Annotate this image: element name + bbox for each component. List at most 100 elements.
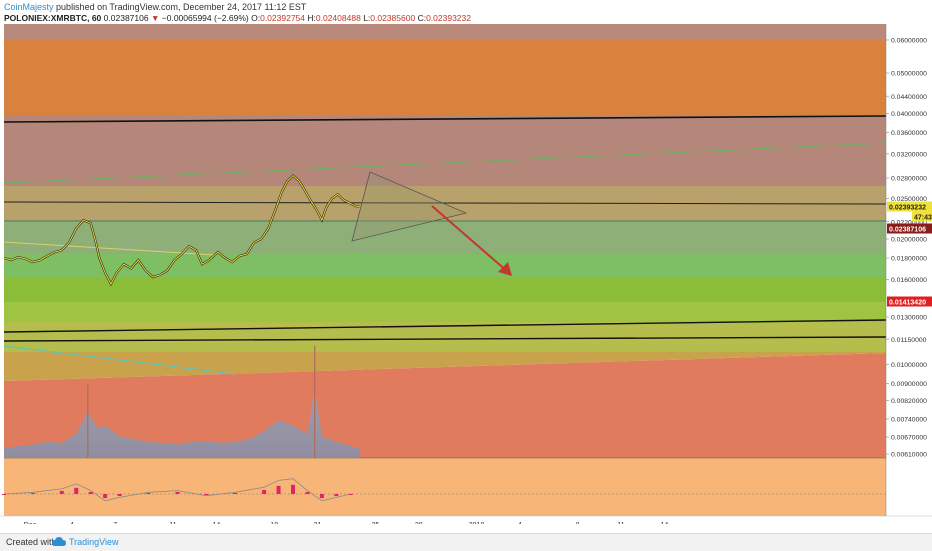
zone-green-light xyxy=(4,254,886,278)
oscillator-bar xyxy=(2,494,6,495)
oscillator-bar xyxy=(276,485,281,494)
price-tag-box xyxy=(887,296,932,307)
zone-orange-upper xyxy=(4,40,886,116)
time-axis-bg xyxy=(0,516,932,524)
time-tick-label: 14 xyxy=(213,522,221,524)
forecast-arrow-line xyxy=(431,205,509,273)
price-tick-label: 0.05000000 xyxy=(891,71,927,78)
oscillator-bar xyxy=(319,494,324,499)
symbol-info: POLONIEX:XMRBTC, 60 0.02387106 ▼ −0.0006… xyxy=(4,13,471,23)
created-with-text: Created with xyxy=(6,537,57,547)
time-tick-label: 28 xyxy=(415,522,423,524)
down-arrow-icon: ▼ xyxy=(150,13,160,23)
support-line-lower-1 xyxy=(3,319,887,333)
oscillator-line xyxy=(3,478,351,502)
time-tick-label: Dec xyxy=(24,522,37,524)
publish-text: published on TradingView.com, December 2… xyxy=(56,2,307,12)
zone-transition xyxy=(4,352,886,381)
oscillator-panel xyxy=(4,458,886,516)
time-tick-label: 4 xyxy=(70,522,74,524)
triangle-pattern xyxy=(351,171,468,242)
time-tick-label: 25 xyxy=(371,522,379,524)
time-tick-label: 8 xyxy=(576,522,580,524)
author-link[interactable]: CoinMajesty xyxy=(4,2,54,12)
footer: Created with TradingView xyxy=(0,533,932,551)
background-zones xyxy=(4,24,886,516)
oscillator-bar xyxy=(59,490,64,494)
zone-green xyxy=(4,278,886,302)
price-tag-box xyxy=(912,211,932,222)
symbol-name: POLONIEX:XMRBTC, 60 xyxy=(4,13,102,23)
oscillator-bar xyxy=(348,494,353,495)
resistance-line-top xyxy=(3,115,887,123)
time-tick-label: 21 xyxy=(314,522,322,524)
price-tag-label: 0.02393232 xyxy=(889,205,926,212)
symmetrical-triangle xyxy=(351,171,468,242)
time-tick-label: 4 xyxy=(518,522,522,524)
forecast-arrow xyxy=(431,205,512,276)
price-tick-label: 0.02200000 xyxy=(891,219,927,226)
price-tick-label: 0.02000000 xyxy=(891,237,927,244)
price-chart[interactable]: 0.00100.0000−0.0010 0.060000000.05000000… xyxy=(0,24,932,524)
open-label: O: xyxy=(251,13,261,23)
price-tick-label: 0.00610000 xyxy=(891,452,927,459)
oscillator-bar xyxy=(146,492,151,494)
price-tag-box xyxy=(887,223,932,234)
support-line-lower-2 xyxy=(3,336,887,342)
time-tick-label: 18 xyxy=(270,522,278,524)
time-tick-label: 2018 xyxy=(469,522,485,524)
oscillator-bar xyxy=(262,489,267,494)
oscillator-bar xyxy=(74,487,79,494)
zone-red-lower xyxy=(4,353,886,458)
time-tick-label: 7 xyxy=(113,522,117,524)
price-tick-label: 0.00820000 xyxy=(891,398,927,405)
price-line xyxy=(3,174,360,286)
time-tick-label: 11 xyxy=(617,522,624,524)
channel-line-yellow xyxy=(3,241,216,256)
price-series xyxy=(3,173,360,287)
price-tag-label: 0.02387106 xyxy=(889,227,926,234)
price-tick-label: 0.01000000 xyxy=(891,362,927,369)
oscillator-bar xyxy=(175,491,180,494)
low-value: 0.02385600 xyxy=(370,13,416,23)
oscillator-bar xyxy=(88,491,93,494)
zone-top-gray xyxy=(4,24,886,42)
low-label: L: xyxy=(363,13,371,23)
price-axis-bg xyxy=(886,24,932,516)
high-value: 0.02408488 xyxy=(315,13,361,23)
oscillator-bar xyxy=(30,492,35,494)
high-label: H: xyxy=(307,13,316,23)
trendlines xyxy=(3,115,887,375)
price-axis[interactable]: 0.06000000 0.05000000 0.04400000 0.04000000… xyxy=(886,38,927,459)
last-price: 0.02387106 xyxy=(103,13,149,23)
price-tick-label: 0.03200000 xyxy=(891,151,927,158)
price-tick-label: 0.04000000 xyxy=(891,111,927,118)
price-tick-label: 0.06000000 xyxy=(891,38,927,45)
open-value: 0.02392754 xyxy=(260,13,306,23)
chart-header: CoinMajesty published on TradingView.com… xyxy=(0,0,932,24)
oscillator-bar xyxy=(334,494,339,497)
price-tick-label: 0.02800000 xyxy=(891,176,927,183)
time-tick-label: 11 xyxy=(169,522,176,524)
close-value: 0.02393232 xyxy=(426,13,471,23)
tradingview-link[interactable]: TradingView xyxy=(69,537,119,547)
price-tick-label: 0.01600000 xyxy=(891,277,927,284)
price-tags: 0.02393232 47:43 0.02387106 0.01413420 xyxy=(887,201,932,307)
time-axis[interactable]: Dec 4 7 11 14 18 21 25 28 2018 4 8 11 14 xyxy=(24,522,669,524)
volume-area xyxy=(4,387,360,458)
price-tick-label: 0.03600000 xyxy=(891,130,927,137)
current-price-line xyxy=(3,201,887,205)
forecast-arrow-head-icon xyxy=(498,262,512,276)
price-tick-label: 0.01800000 xyxy=(891,256,927,263)
tradingview-cloud-icon xyxy=(52,537,66,546)
zone-sage xyxy=(4,220,886,254)
oscillator-bar xyxy=(117,494,122,497)
price-tag-label: 0.01413420 xyxy=(889,300,926,307)
channel-line-upper xyxy=(3,142,887,184)
price-change: −0.00065994 (−2.69%) xyxy=(161,13,249,23)
zone-lime xyxy=(4,302,886,322)
price-tick-label: 0.02500000 xyxy=(891,196,927,203)
price-tick-label: 0.01300000 xyxy=(891,315,927,322)
price-tick-label: 0.00740000 xyxy=(891,417,927,424)
zone-gray-upper xyxy=(4,116,886,186)
